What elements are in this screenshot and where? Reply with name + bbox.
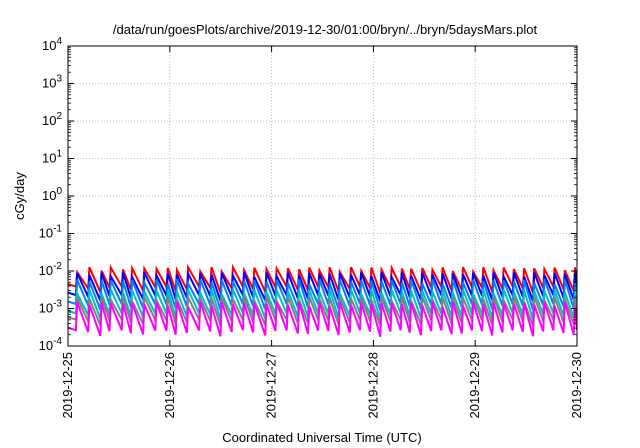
y-tick-label: 100 [42, 186, 62, 203]
y-tick-base: 10 [39, 338, 53, 353]
y-tick-label: 10-1 [39, 224, 63, 241]
y-axis-label: cGy/day [12, 172, 27, 220]
series-group [68, 263, 577, 338]
y-tick-label: 10-3 [39, 299, 63, 316]
x-tick-label: 2019-12-27 [264, 352, 279, 419]
y-tick-exponent: -2 [53, 261, 62, 272]
y-tick-base: 10 [39, 301, 53, 316]
y-tick-base: 10 [42, 38, 56, 53]
y-tick-exponent: 3 [56, 74, 62, 85]
y-tick-base: 10 [42, 76, 56, 91]
x-tick-label: 2019-12-29 [467, 352, 482, 419]
y-tick-exponent: -3 [53, 299, 62, 310]
chart-title: /data/run/goesPlots/archive/2019-12-30/0… [113, 22, 538, 37]
y-tick-exponent: 0 [56, 186, 62, 197]
y-tick-exponent: 4 [56, 36, 62, 47]
y-tick-label: 10-2 [39, 261, 63, 278]
y-tick-base: 10 [42, 151, 56, 166]
y-tick-exponent: 1 [56, 149, 62, 160]
series-line [68, 301, 577, 338]
series-line [68, 293, 577, 327]
y-tick-base: 10 [39, 226, 53, 241]
series-line [68, 278, 577, 311]
x-tick-label: 2019-12-26 [162, 352, 177, 419]
y-tick-exponent: -4 [53, 336, 62, 347]
x-tick-label: 2019-12-30 [569, 352, 584, 419]
y-tick-label: 101 [42, 149, 62, 166]
y-tick-label: 102 [42, 111, 62, 128]
y-tick-label: 104 [42, 36, 62, 53]
x-tick-label: 2019-12-28 [365, 352, 380, 419]
x-axis-label: Coordinated Universal Time (UTC) [222, 430, 421, 445]
y-tick-base: 10 [42, 188, 56, 203]
series-line [68, 269, 577, 303]
y-tick-label: 103 [42, 74, 62, 91]
y-tick-exponent: 2 [56, 111, 62, 122]
y-tick-exponent: -1 [53, 224, 62, 235]
x-tick-label: 2019-12-25 [60, 352, 75, 419]
series-line [68, 263, 577, 295]
y-tick-base: 10 [42, 113, 56, 128]
y-tick-base: 10 [39, 263, 53, 278]
x-axis-ticks: 2019-12-25 2019-12-26 2019-12-27 2019-12-28… [60, 46, 584, 419]
y-tick-label: 10-4 [39, 336, 63, 353]
series-line [68, 289, 577, 321]
